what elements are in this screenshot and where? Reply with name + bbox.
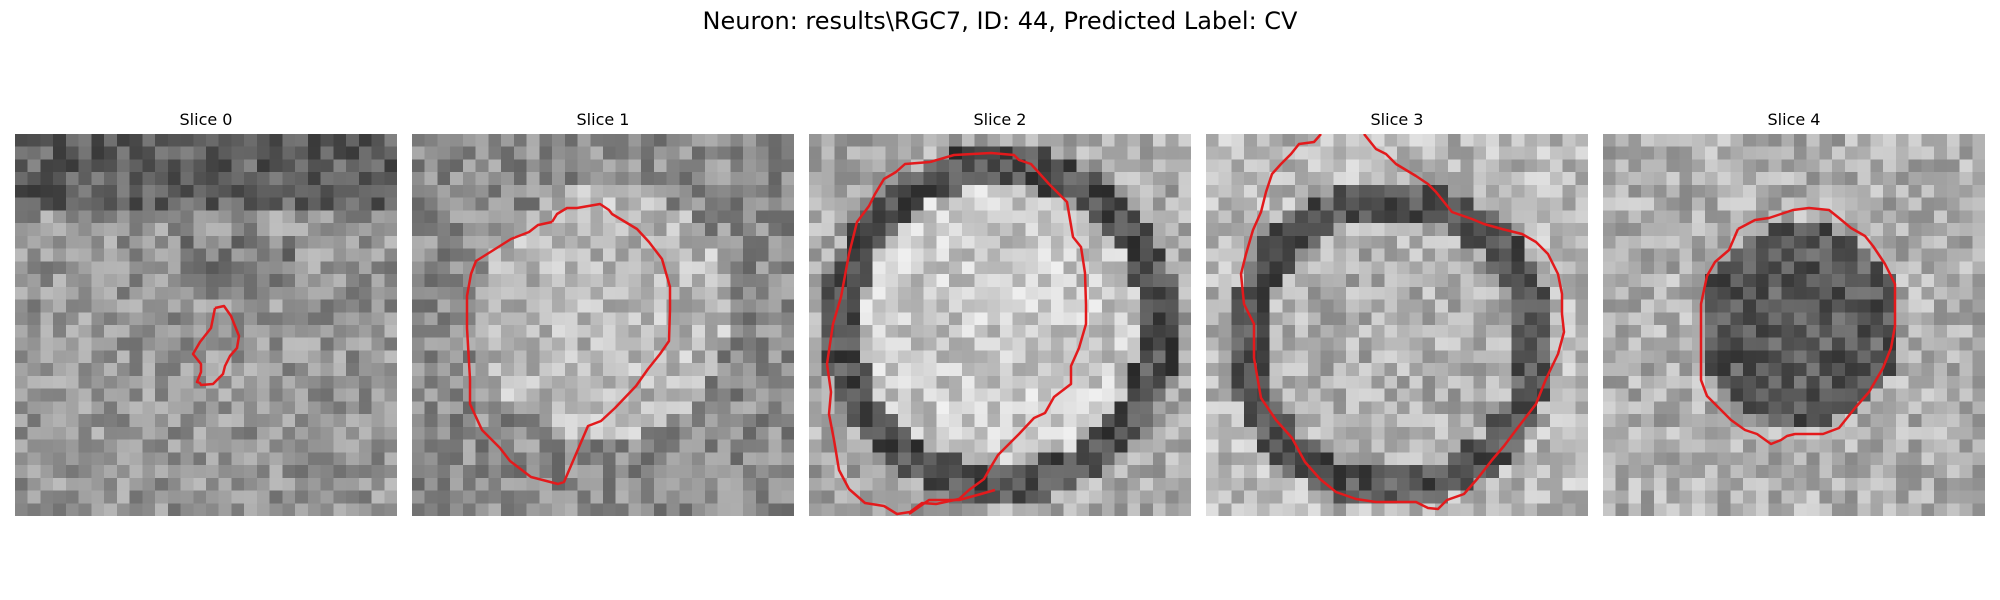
grayscale-image-4: [1603, 134, 1985, 516]
contour-overlay-3: [1239, 134, 1566, 511]
neuron-contour-0: [191, 304, 241, 387]
slice-image-1: [412, 134, 794, 516]
neuron-contour-1: [465, 202, 672, 486]
neuron-contour-3: [1239, 134, 1566, 511]
figure-title: Neuron: results\RGC7, ID: 44, Predicted …: [702, 7, 1298, 35]
slice-title-1: Slice 1: [576, 110, 630, 129]
contour-overlay-1: [465, 202, 672, 486]
slice-image-3: [1206, 134, 1588, 516]
slice-image-2: [809, 134, 1191, 516]
neuron-contour-2b: [908, 488, 996, 516]
slice-image-0: [15, 134, 397, 516]
neuron-contour-2: [825, 151, 1088, 516]
slice-title-3: Slice 3: [1370, 110, 1424, 129]
contour-overlay-2: [825, 151, 1088, 516]
contour-overlay-4: [1699, 206, 1897, 446]
slice-title-0: Slice 0: [179, 110, 233, 129]
slice-title-2: Slice 2: [973, 110, 1027, 129]
contour-overlay-0: [191, 304, 241, 387]
grayscale-image-1: [412, 134, 794, 516]
neuron-contour-4: [1699, 206, 1897, 446]
grayscale-image-0: [15, 134, 397, 516]
grayscale-image-3: [1206, 134, 1588, 516]
slice-title-4: Slice 4: [1767, 110, 1821, 129]
slice-image-4: [1603, 134, 1985, 516]
